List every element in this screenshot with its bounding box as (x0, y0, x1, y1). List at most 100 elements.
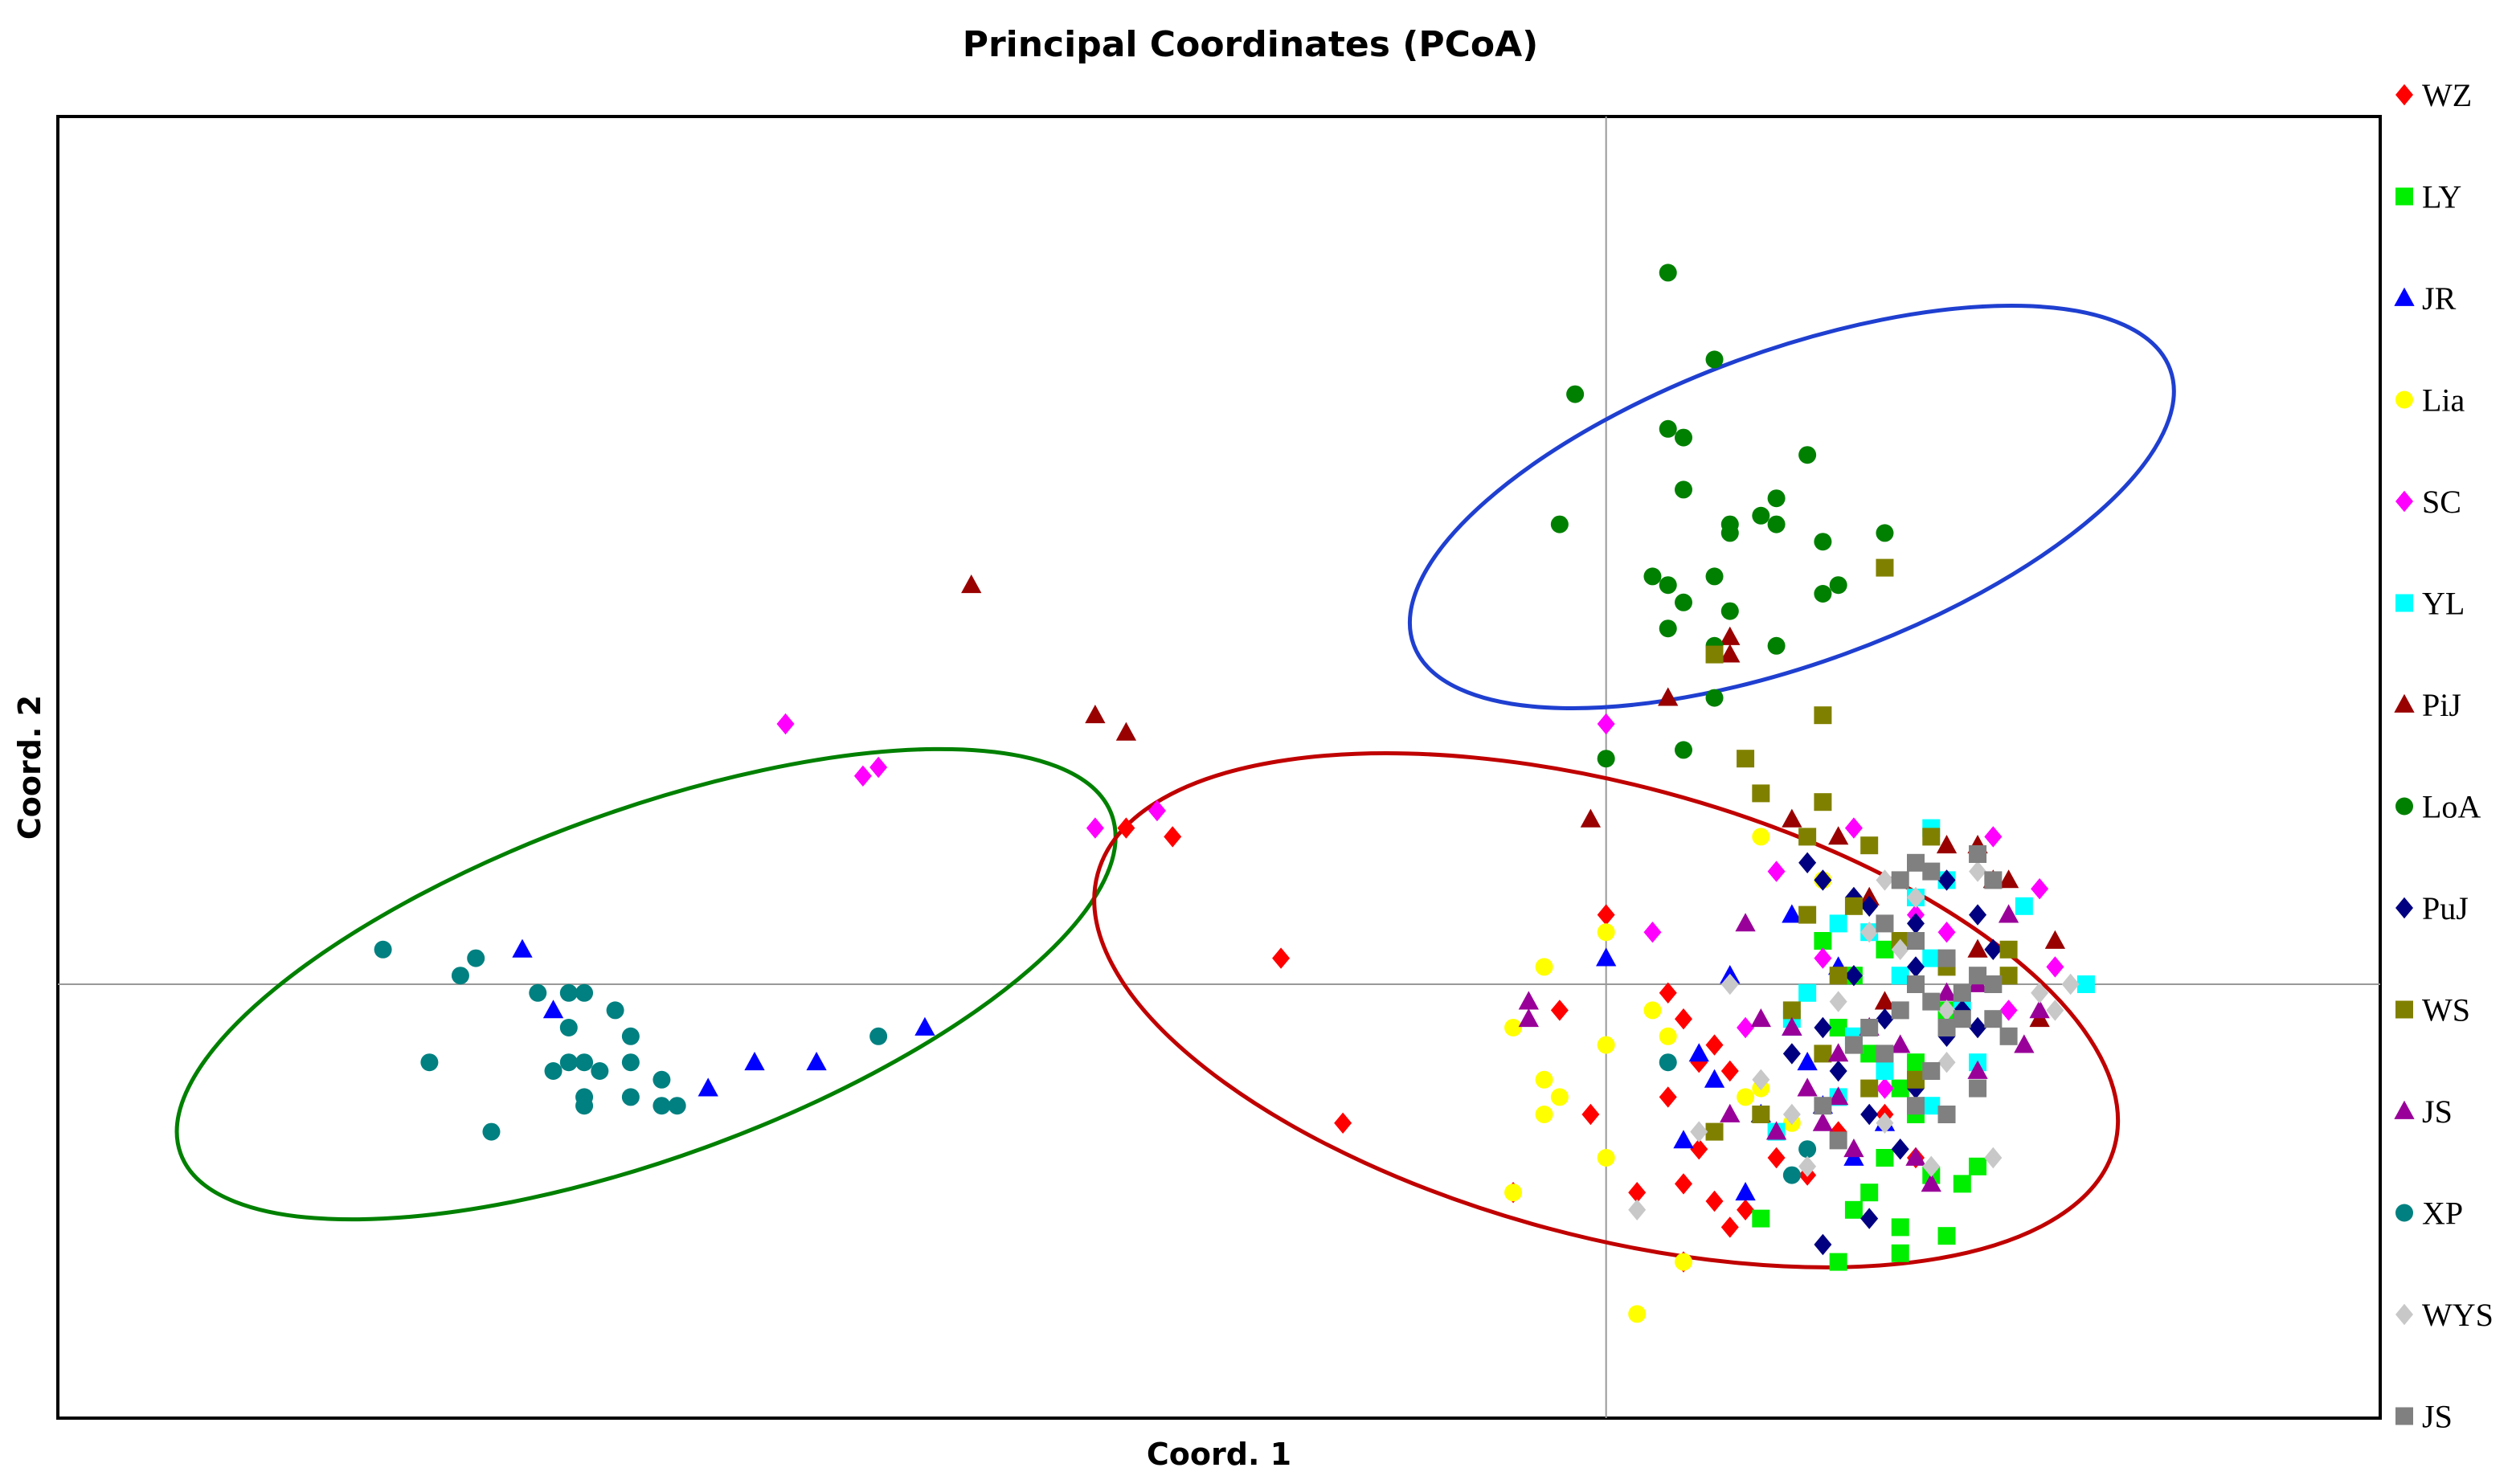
data-point (1737, 1088, 1755, 1106)
data-point (1936, 835, 1958, 854)
data-point (1876, 940, 1894, 959)
data-point (1953, 983, 1971, 1002)
data-point (1984, 871, 2003, 889)
data-point (1659, 982, 1677, 1004)
data-point (1937, 922, 1956, 943)
data-point (1814, 585, 1832, 603)
data-point (1765, 1121, 1787, 1140)
data-point (2044, 930, 2066, 949)
data-point (1969, 1016, 1987, 1039)
data-point (1860, 1184, 1879, 1202)
data-point (1752, 1106, 1770, 1123)
data-point (1922, 949, 1941, 967)
data-point (653, 1070, 671, 1089)
series-js-13 (1814, 845, 2018, 1150)
data-point (1814, 869, 1832, 891)
data-point (1844, 817, 1863, 839)
data-point (1688, 1043, 1709, 1062)
data-point (1876, 558, 1894, 577)
data-point (1518, 991, 1539, 1010)
data-point (1907, 956, 1925, 978)
data-point (1999, 967, 2018, 985)
data-point (1705, 567, 1724, 586)
data-point (1860, 1208, 1879, 1229)
data-point (961, 574, 982, 594)
data-point (2046, 1000, 2064, 1021)
data-point (1969, 1079, 1987, 1098)
data-point (1890, 1034, 1911, 1053)
data-point (529, 983, 547, 1002)
data-point (1891, 967, 1909, 985)
legend-label: WS (2422, 992, 2470, 1028)
data-point (1659, 619, 1677, 638)
data-point (482, 1122, 501, 1141)
data-point (853, 765, 872, 787)
data-point (1705, 1034, 1724, 1056)
data-point (1767, 636, 1786, 655)
data-point (544, 1062, 563, 1080)
data-point (1798, 906, 1817, 924)
data-points (374, 264, 2095, 1323)
data-point (1967, 1060, 1988, 1079)
data-point (2061, 973, 2080, 995)
data-point (1937, 1227, 1956, 1245)
data-point (1737, 1199, 1755, 1220)
data-point (1659, 1053, 1677, 1072)
data-point (1673, 1130, 1694, 1149)
data-point (1675, 1173, 1692, 1195)
data-point (1922, 1062, 1941, 1080)
data-point (621, 1027, 640, 1045)
data-point (1086, 817, 1104, 839)
data-point (1860, 1019, 1879, 1036)
data-point (1828, 1086, 1849, 1106)
data-point (1535, 1070, 1553, 1089)
data-point (1798, 446, 1817, 464)
data-point (1844, 1036, 1863, 1054)
data-point (1535, 1106, 1553, 1123)
data-point (1659, 1086, 1677, 1108)
data-point (1798, 1155, 1817, 1177)
data-point (1907, 886, 1925, 909)
data-point (2031, 982, 2049, 1004)
data-point (1782, 1001, 1801, 1020)
series-ly-1 (1752, 932, 1987, 1271)
data-point (1937, 1052, 1956, 1073)
data-point (559, 983, 578, 1002)
data-point (1504, 1184, 1523, 1202)
data-point (1628, 1182, 1647, 1204)
data-point (1737, 1016, 1755, 1039)
data-point (621, 1053, 640, 1072)
data-point (1659, 419, 1677, 438)
data-point (1550, 1088, 1569, 1106)
data-point (1782, 1043, 1801, 1065)
data-point (698, 1077, 718, 1097)
data-point (1814, 1016, 1832, 1039)
series-jr-2 (512, 904, 1896, 1201)
data-point (559, 1053, 578, 1072)
legend-marker (2395, 84, 2413, 106)
data-point (1659, 576, 1677, 595)
data-point (1767, 861, 1786, 882)
data-point (1628, 1305, 1647, 1323)
data-point (1659, 264, 1677, 282)
data-point (542, 1000, 564, 1019)
data-point (1969, 1157, 1987, 1175)
data-point (1720, 973, 1739, 995)
legend-marker (2395, 1303, 2413, 1326)
data-point (1937, 1000, 1956, 1021)
data-point (1735, 1182, 1756, 1201)
data-point (1999, 1027, 2018, 1045)
data-point (1984, 1147, 2003, 1169)
data-point (1566, 385, 1585, 403)
data-point (1907, 913, 1925, 934)
legend-label: JR (2422, 280, 2457, 317)
data-point (1814, 1233, 1832, 1256)
series-js-10 (1518, 904, 2050, 1192)
legend-label: JS (2422, 1094, 2453, 1130)
data-point (1967, 938, 1988, 958)
data-point (1876, 914, 1894, 933)
data-point (1922, 828, 1941, 846)
data-point (451, 967, 469, 985)
data-point (1907, 932, 1925, 950)
plot-frame (56, 115, 2382, 1420)
